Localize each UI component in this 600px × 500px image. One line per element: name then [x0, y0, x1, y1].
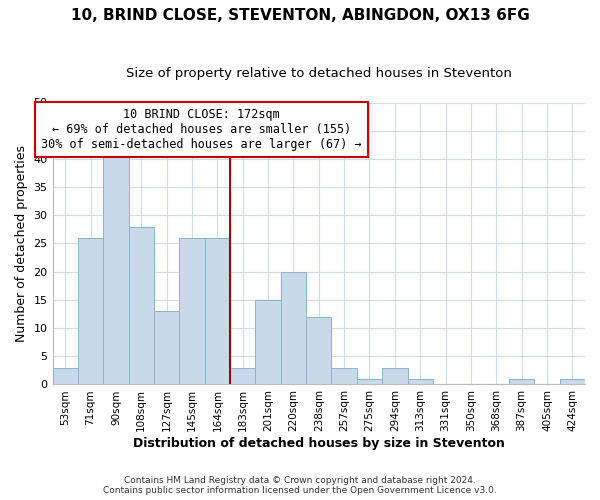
Text: 10 BRIND CLOSE: 172sqm
← 69% of detached houses are smaller (155)
30% of semi-de: 10 BRIND CLOSE: 172sqm ← 69% of detached…	[41, 108, 362, 151]
Y-axis label: Number of detached properties: Number of detached properties	[15, 145, 28, 342]
Bar	[357, 379, 382, 384]
Text: Contains HM Land Registry data © Crown copyright and database right 2024.
Contai: Contains HM Land Registry data © Crown c…	[103, 476, 497, 495]
Bar	[281, 272, 306, 384]
Bar	[103, 148, 128, 384]
Bar	[306, 317, 331, 384]
Bar	[407, 379, 433, 384]
Bar	[509, 379, 534, 384]
Title: Size of property relative to detached houses in Steventon: Size of property relative to detached ho…	[126, 68, 512, 80]
Bar	[53, 368, 78, 384]
Bar	[331, 368, 357, 384]
Bar	[205, 238, 230, 384]
Bar	[560, 379, 585, 384]
Bar	[256, 300, 281, 384]
Bar	[382, 368, 407, 384]
Bar	[230, 368, 256, 384]
Bar	[154, 311, 179, 384]
Bar	[179, 238, 205, 384]
X-axis label: Distribution of detached houses by size in Steventon: Distribution of detached houses by size …	[133, 437, 505, 450]
Bar	[128, 226, 154, 384]
Text: 10, BRIND CLOSE, STEVENTON, ABINGDON, OX13 6FG: 10, BRIND CLOSE, STEVENTON, ABINGDON, OX…	[71, 8, 529, 22]
Bar	[78, 238, 103, 384]
